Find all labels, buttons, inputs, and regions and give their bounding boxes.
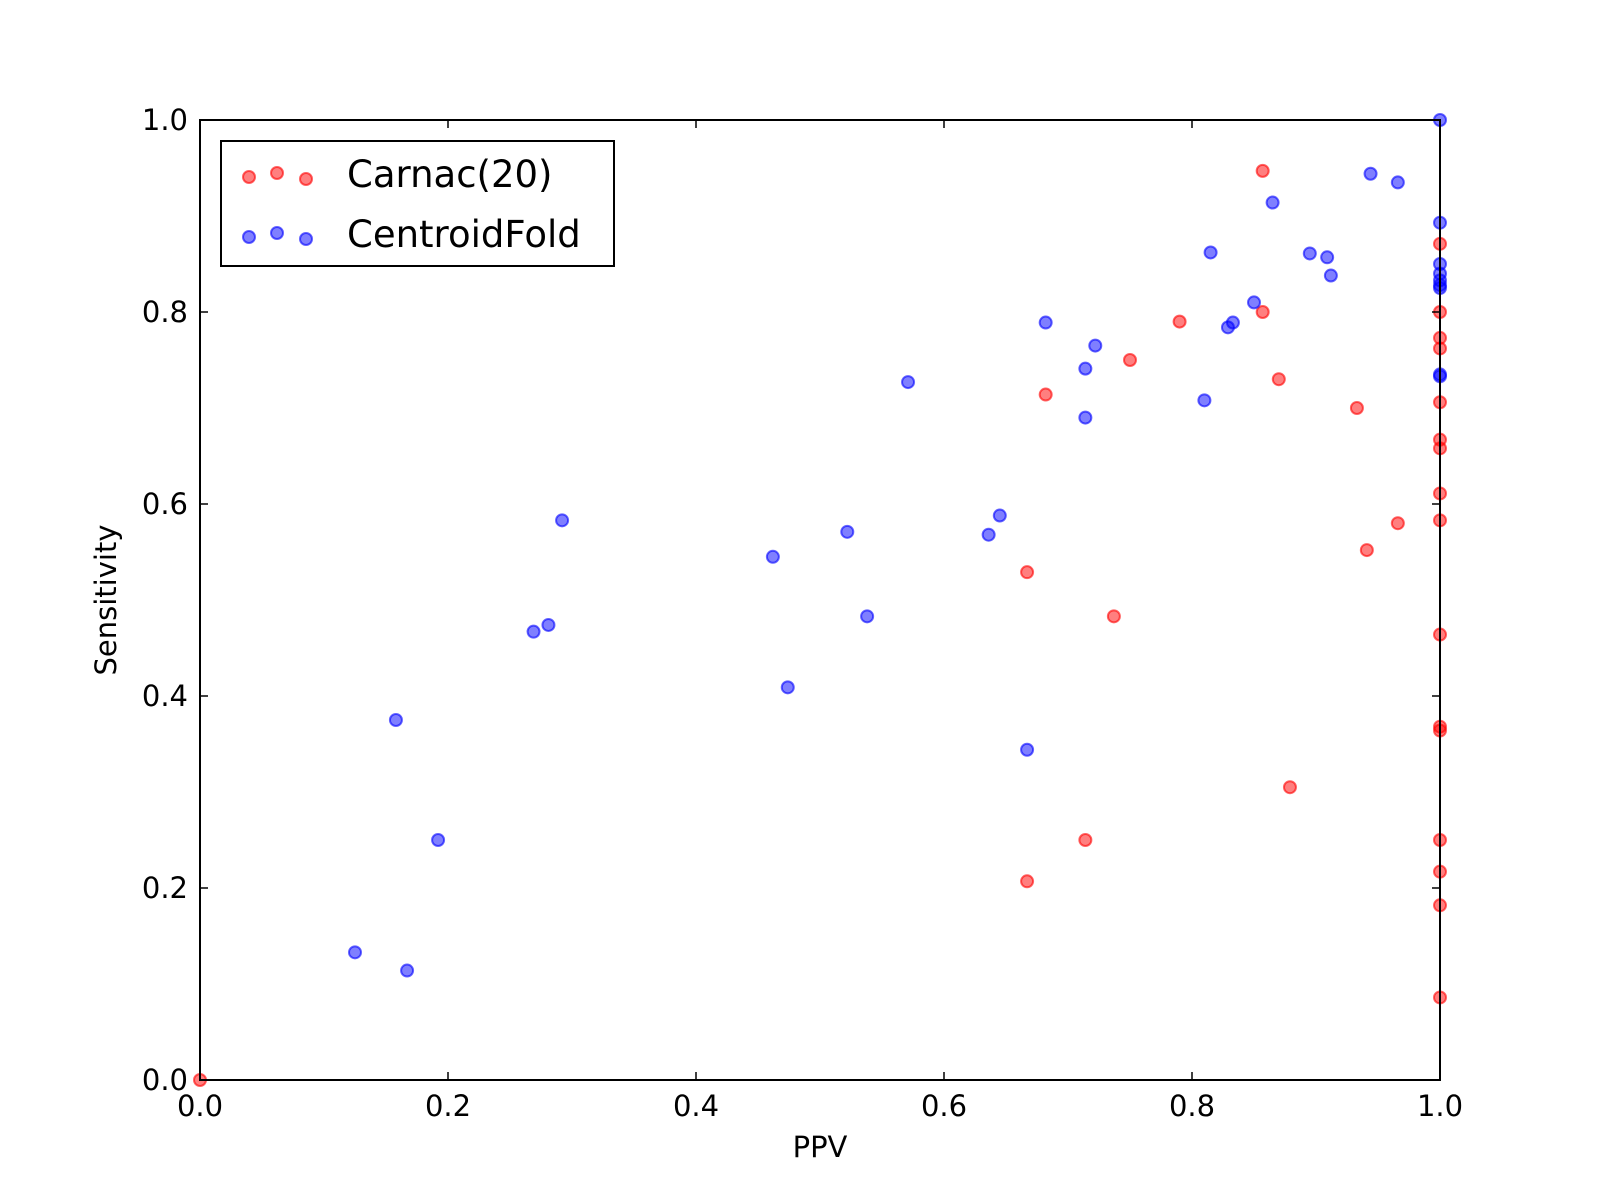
data-point bbox=[840, 524, 855, 539]
data-point bbox=[1038, 387, 1053, 402]
axis-ticks bbox=[199, 119, 1441, 1081]
data-point bbox=[1078, 833, 1093, 847]
data-point bbox=[992, 508, 1007, 523]
data-point bbox=[1282, 780, 1297, 795]
plot-frame bbox=[199, 119, 1441, 1081]
plot-background bbox=[200, 120, 1440, 1080]
data-point bbox=[780, 680, 795, 695]
data-point bbox=[400, 963, 415, 978]
data-point bbox=[1255, 305, 1270, 319]
legend-marker bbox=[299, 172, 313, 186]
x-tick-label: 0.6 bbox=[921, 1089, 967, 1123]
data-point bbox=[1020, 565, 1035, 580]
points-layer bbox=[193, 113, 1447, 1087]
data-point bbox=[1225, 315, 1240, 330]
data-point bbox=[1106, 609, 1121, 624]
data-point bbox=[765, 549, 780, 564]
y-tick-label: 0.0 bbox=[142, 1063, 188, 1097]
data-point bbox=[1390, 516, 1405, 531]
data-point bbox=[1088, 338, 1103, 353]
data-point bbox=[541, 617, 556, 632]
data-point bbox=[860, 609, 875, 624]
data-point bbox=[1020, 742, 1035, 757]
data-point bbox=[1302, 246, 1317, 261]
data-point bbox=[1271, 372, 1286, 387]
x-tick-label: 1.0 bbox=[1417, 1089, 1463, 1123]
data-point bbox=[1247, 295, 1261, 310]
data-point bbox=[1349, 401, 1364, 415]
data-point bbox=[1320, 250, 1335, 265]
x-tick-label: 0.2 bbox=[425, 1089, 471, 1123]
data-point bbox=[1172, 314, 1187, 329]
x-tick-label: 0.0 bbox=[177, 1089, 223, 1123]
legend-marker bbox=[270, 166, 284, 180]
x-tick-labels: 0.0 0.2 0.4 0.6 0.8 1.0 bbox=[177, 1089, 1463, 1123]
data-point bbox=[1359, 543, 1374, 558]
data-point bbox=[1390, 175, 1405, 190]
y-tick-label: 1.0 bbox=[142, 103, 188, 137]
x-tick-label: 0.8 bbox=[1169, 1089, 1215, 1123]
legend-marker bbox=[270, 226, 284, 240]
y-axis-title: Sensitivity bbox=[89, 525, 123, 676]
legend-box bbox=[220, 140, 615, 267]
legend-marker bbox=[242, 170, 256, 184]
data-point bbox=[981, 527, 996, 542]
legend-label-carnac: Carnac(20) bbox=[347, 153, 553, 196]
data-point bbox=[388, 713, 403, 727]
data-point bbox=[431, 833, 446, 847]
data-point bbox=[1078, 410, 1093, 425]
data-point bbox=[555, 513, 570, 528]
y-tick-label: 0.8 bbox=[142, 295, 188, 329]
data-point bbox=[526, 624, 541, 639]
legend-markers bbox=[242, 166, 313, 246]
data-point bbox=[1255, 163, 1270, 178]
data-point bbox=[1123, 353, 1137, 367]
data-point bbox=[1078, 361, 1093, 376]
y-tick-label: 0.6 bbox=[142, 487, 188, 521]
data-point bbox=[1038, 315, 1053, 330]
legend: Carnac(20) CentroidFold bbox=[220, 140, 615, 267]
legend-marker bbox=[242, 230, 256, 244]
data-point bbox=[1203, 245, 1218, 260]
data-point bbox=[348, 945, 362, 960]
data-point bbox=[901, 375, 916, 390]
legend-label-centroidfold: CentroidFold bbox=[347, 213, 581, 256]
x-tick-label: 0.4 bbox=[673, 1089, 719, 1123]
data-point bbox=[1020, 874, 1035, 889]
x-axis-title: PPV bbox=[793, 1130, 848, 1164]
data-point bbox=[1265, 195, 1280, 210]
legend-marker bbox=[299, 232, 313, 246]
y-tick-labels: 0.0 0.2 0.4 0.6 0.8 1.0 bbox=[142, 103, 188, 1097]
data-point bbox=[1197, 393, 1212, 408]
y-tick-label: 0.2 bbox=[142, 871, 188, 905]
data-point bbox=[1323, 268, 1338, 283]
data-point bbox=[1363, 166, 1378, 181]
y-tick-label: 0.4 bbox=[142, 679, 188, 713]
